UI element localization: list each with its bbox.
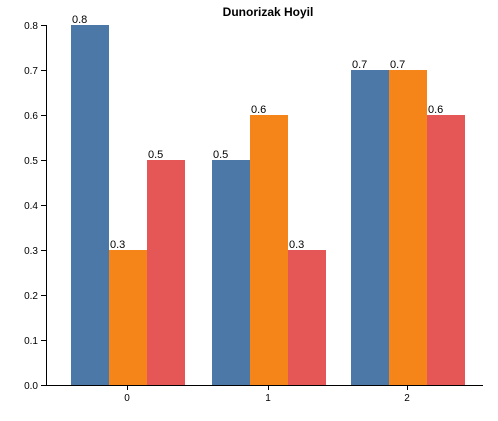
bar (109, 250, 147, 385)
bar (351, 70, 389, 385)
x-tick-label: 0 (124, 393, 130, 404)
value-labels-group: 0.8 0.3 0.5 0.5 0.6 0.3 0.7 0.7 0.6 (72, 14, 443, 251)
chart-title: Dunorizak Hoyil (223, 5, 314, 19)
data-label: 0.8 (72, 14, 87, 26)
y-tick-label: 0.8 (24, 21, 38, 32)
bar (427, 115, 465, 385)
bar (147, 160, 185, 385)
y-tick-label: 0.5 (24, 156, 38, 167)
data-label: 0.5 (213, 149, 228, 161)
bar (212, 160, 250, 385)
bars-group (71, 25, 465, 385)
data-label: 0.6 (428, 104, 443, 116)
y-axis: 0.0 0.1 0.2 0.3 0.4 0.5 0.6 0.7 0.8 (24, 21, 47, 392)
data-label: 0.7 (352, 59, 367, 71)
data-label: 0.3 (110, 239, 125, 251)
data-label: 0.6 (251, 104, 266, 116)
bar (288, 250, 326, 385)
y-tick-label: 0.3 (24, 246, 38, 257)
y-tick-label: 0.0 (24, 381, 38, 392)
y-tick-label: 0.2 (24, 291, 38, 302)
x-axis: 0 1 2 (46, 385, 483, 404)
y-tick-label: 0.4 (24, 201, 38, 212)
data-label: 0.7 (390, 59, 405, 71)
y-tick-label: 0.6 (24, 111, 38, 122)
y-tick-label: 0.1 (24, 336, 38, 347)
x-tick-label: 1 (265, 393, 271, 404)
bar (389, 70, 427, 385)
y-tick-label: 0.7 (24, 66, 38, 77)
x-tick-label: 2 (404, 393, 410, 404)
bar (250, 115, 288, 385)
bar (71, 25, 109, 385)
data-label: 0.3 (289, 239, 304, 251)
data-label: 0.5 (148, 149, 163, 161)
